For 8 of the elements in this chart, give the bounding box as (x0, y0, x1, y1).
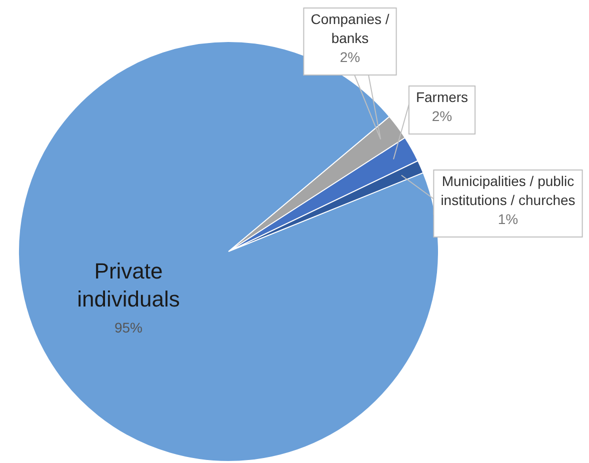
slice-label: Private individuals (77, 258, 180, 312)
slice-label: Municipalities / public institutions / churches (440, 172, 576, 208)
slice-label: Farmers (416, 88, 468, 105)
data-label: 95% (114, 319, 143, 336)
data-label: 2% (340, 48, 360, 65)
data-label: 1% (498, 210, 518, 227)
data-label: 2% (432, 108, 452, 124)
slice-label: Companies / banks (310, 10, 390, 46)
